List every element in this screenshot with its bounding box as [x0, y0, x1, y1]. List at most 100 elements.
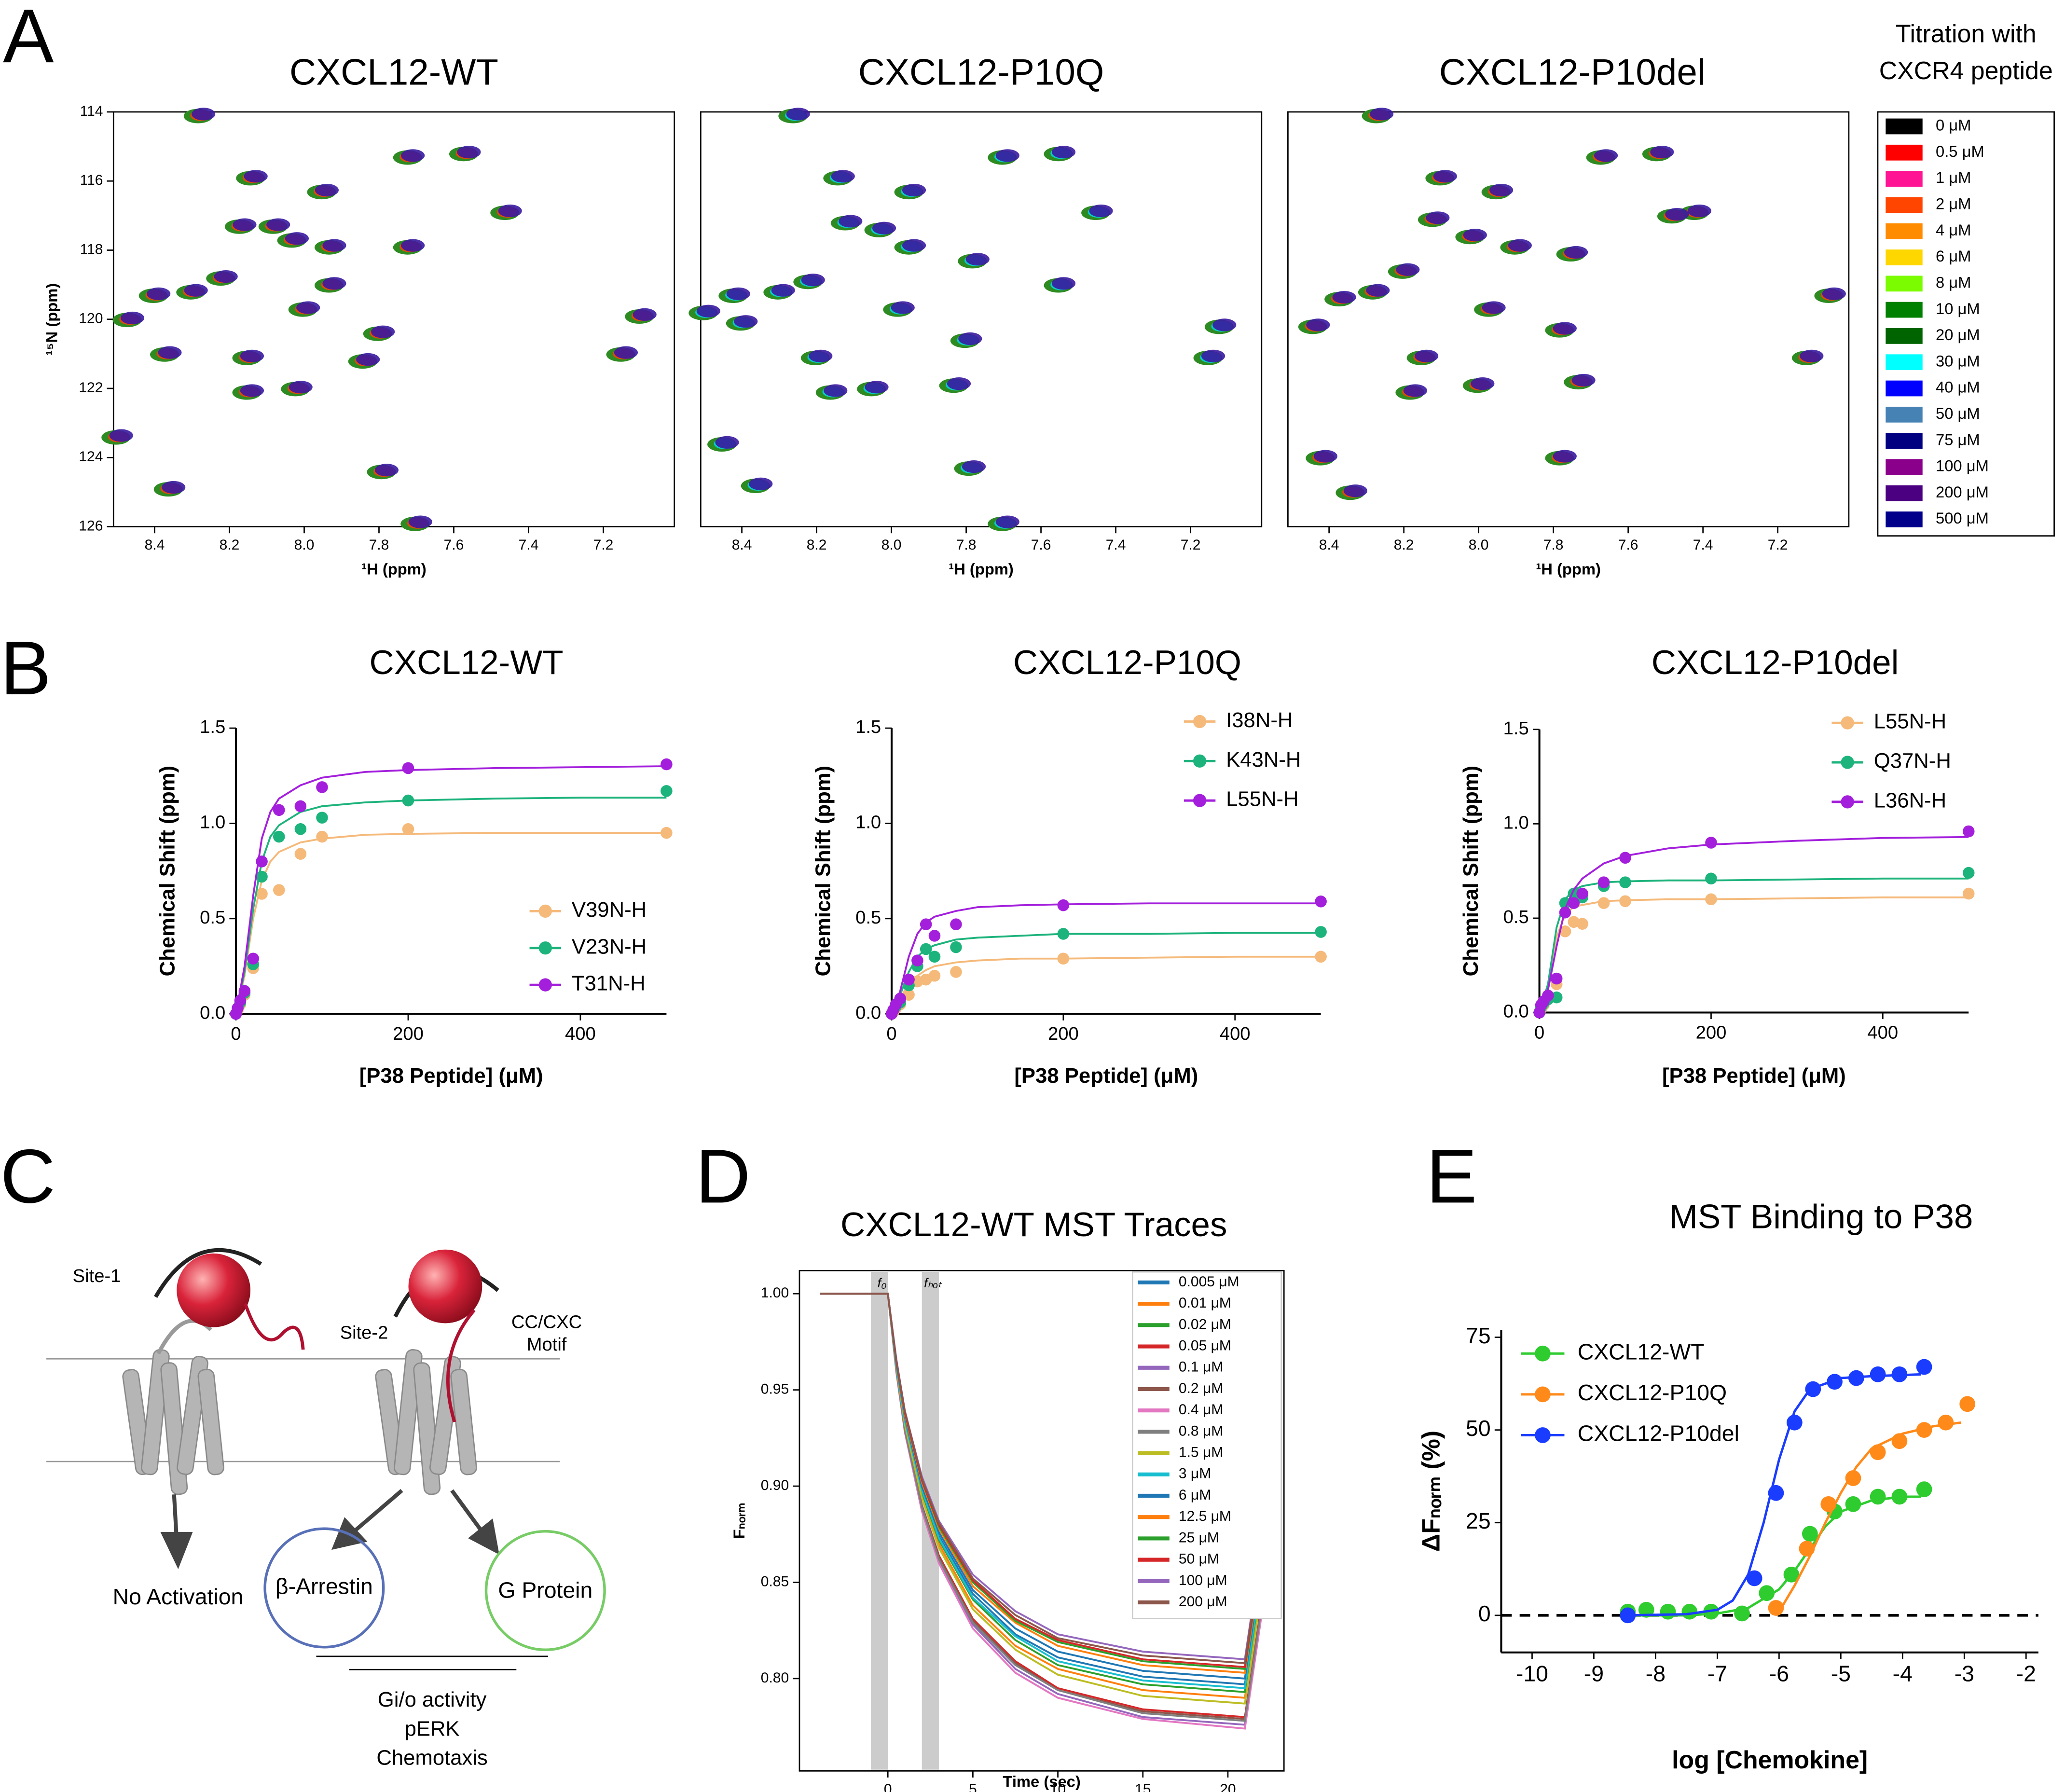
receptor-diagram	[46, 1319, 560, 1495]
y-axis-label: Chemical Shift (ppm)	[155, 766, 179, 977]
data-point	[928, 930, 941, 942]
contour	[1433, 170, 1457, 183]
peak	[988, 149, 1019, 165]
chart-title: CXCL12-P10del	[1439, 52, 1706, 93]
legend-label: V23N-H	[572, 935, 647, 958]
x-tick-label: 0	[1534, 1022, 1544, 1043]
y-tick-label: 1.0	[855, 812, 881, 833]
arrow-head	[468, 1518, 499, 1555]
data-point	[920, 918, 932, 930]
legend-marker	[1535, 1427, 1551, 1443]
g-protein-circle	[484, 1530, 606, 1652]
legend-label: 75 μM	[1936, 430, 1980, 448]
legend-swatch	[1886, 485, 1923, 501]
contour	[1332, 290, 1356, 304]
legend-swatch	[1886, 223, 1923, 239]
data-point	[294, 800, 307, 813]
x-tick-label: 8.4	[1319, 537, 1339, 553]
contour	[266, 218, 290, 231]
site-label: Site-1	[73, 1266, 121, 1286]
legend-marker	[1193, 794, 1207, 807]
legend-swatch	[1886, 171, 1923, 187]
peak	[1358, 284, 1390, 300]
data-point	[1057, 952, 1070, 965]
fit-curve	[1538, 836, 1969, 1013]
data-point	[950, 918, 962, 930]
contour	[1463, 229, 1487, 242]
data-point	[661, 758, 673, 771]
peak	[1564, 373, 1596, 390]
legend-label: 3 μM	[1179, 1466, 1211, 1482]
contour	[1800, 349, 1824, 362]
contour	[457, 146, 481, 159]
legend-label: 12.5 μM	[1179, 1508, 1231, 1524]
peak	[449, 146, 481, 162]
trace	[820, 1293, 1263, 1665]
contour	[902, 183, 926, 197]
panel-label: A	[3, 0, 54, 79]
data-point	[294, 823, 307, 835]
contour	[408, 515, 432, 528]
x-axis-label: ¹H (ppm)	[1536, 560, 1601, 578]
contour	[240, 349, 264, 362]
contour	[995, 515, 1019, 528]
contour	[958, 332, 982, 345]
legend-swatch	[1886, 302, 1923, 318]
data-point	[894, 992, 907, 1005]
contour	[296, 301, 320, 314]
peak	[1455, 229, 1487, 245]
contour	[244, 170, 268, 183]
legend-marker	[538, 904, 552, 918]
panel-label: D	[695, 1133, 750, 1219]
contour	[1471, 377, 1495, 390]
data-point	[294, 848, 307, 860]
contour	[1403, 384, 1427, 397]
contour	[962, 460, 986, 473]
y-tick-label: 1.5	[1503, 718, 1529, 739]
peak	[258, 218, 290, 234]
peak	[1204, 318, 1237, 334]
peak	[1545, 322, 1577, 338]
contour	[995, 149, 1019, 162]
data-point	[1746, 1570, 1762, 1586]
legend-label: V39N-H	[572, 898, 647, 922]
y-tick-label: 1.5	[200, 717, 225, 737]
x-tick-label: 400	[565, 1023, 596, 1044]
peak	[1586, 149, 1618, 165]
peak	[490, 204, 522, 221]
contour	[1553, 322, 1577, 335]
legend-swatch	[1886, 380, 1923, 397]
legend-title: CXCR4 peptide	[1879, 56, 2053, 84]
peak	[815, 384, 848, 400]
legend-label: 25 μM	[1179, 1530, 1219, 1545]
x-tick-label: 200	[1696, 1022, 1727, 1043]
chart-title: CXCL12-WT	[370, 644, 564, 682]
contour	[401, 149, 425, 162]
site-label: Site-2	[340, 1322, 388, 1343]
data-point	[903, 973, 915, 986]
motif-label: Motif	[527, 1334, 567, 1355]
x-tick-label: 400	[1220, 1023, 1251, 1044]
data-point	[920, 943, 932, 955]
data-point	[1783, 1566, 1800, 1583]
x-axis-label: log [Chemokine]	[1672, 1746, 1868, 1774]
data-point	[1542, 990, 1554, 1002]
legend-swatch	[1886, 354, 1923, 371]
data-point	[316, 830, 328, 843]
data-point	[1057, 899, 1070, 911]
peak	[393, 239, 425, 255]
y-tick-label: 0.0	[200, 1002, 225, 1023]
contour	[1508, 239, 1532, 252]
peak	[150, 346, 182, 362]
legend-label: 0.4 μM	[1179, 1402, 1223, 1418]
peak	[688, 304, 720, 320]
x-tick-label: 7.8	[956, 537, 977, 553]
fit-curve	[235, 765, 667, 1014]
x-tick-label: 400	[1867, 1022, 1898, 1043]
data-point	[1315, 926, 1327, 938]
y-tick-label: 118	[80, 241, 103, 257]
x-tick-label: 7.6	[444, 537, 464, 553]
data-point	[1916, 1481, 1932, 1497]
legend-marker	[1841, 716, 1854, 730]
